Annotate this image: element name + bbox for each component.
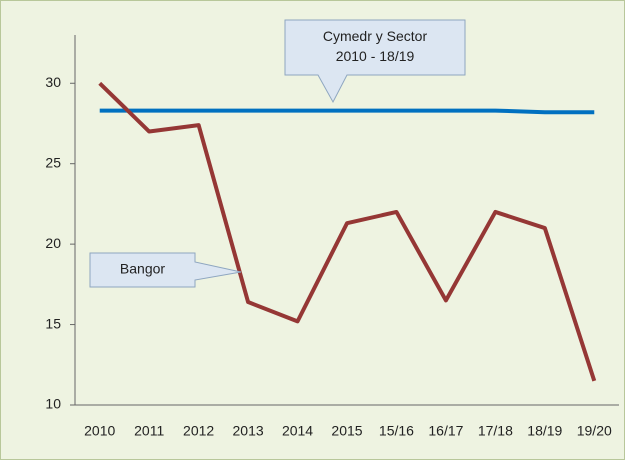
callout (284, 19, 466, 104)
annotation-text: Cymedr y Sector (323, 28, 428, 44)
series-line (99, 108, 595, 115)
series-line (98, 81, 597, 382)
x-tick-label: 2011 (134, 423, 164, 439)
x-tick-label: 2012 (183, 423, 214, 439)
x-tick-label: 15/16 (379, 423, 414, 439)
x-tick-label: 16/17 (428, 423, 463, 439)
x-tick-label: 2015 (331, 423, 362, 439)
y-tick-label: 25 (45, 154, 61, 170)
callout (89, 252, 242, 288)
x-tick-label: 2010 (84, 423, 115, 439)
annotation-text: Bangor (120, 261, 165, 277)
y-tick-label: 15 (45, 315, 61, 331)
y-tick-label: 20 (45, 235, 61, 251)
y-tick-label: 30 (45, 74, 61, 90)
x-tick-label: 2014 (282, 423, 313, 439)
x-tick-label: 19/20 (577, 423, 612, 439)
x-tick-label: 18/19 (527, 423, 562, 439)
x-tick-label: 17/18 (478, 423, 513, 439)
annotation-text: 2010 - 18/19 (336, 48, 415, 64)
x-tick-label: 2013 (233, 423, 264, 439)
y-tick-label: 10 (45, 396, 61, 412)
